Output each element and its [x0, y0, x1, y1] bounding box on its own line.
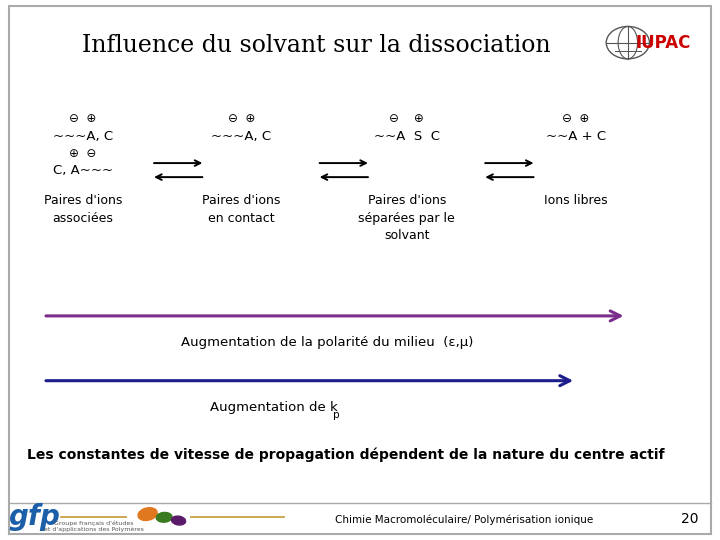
Text: solvant: solvant [384, 229, 430, 242]
FancyBboxPatch shape [9, 6, 711, 534]
Text: Les constantes de vitesse de propagation dépendent de la nature du centre actif: Les constantes de vitesse de propagation… [27, 448, 665, 462]
Ellipse shape [171, 516, 186, 525]
Ellipse shape [156, 512, 172, 522]
Text: Chimie Macromoléculaire/ Polymérisation ionique: Chimie Macromoléculaire/ Polymérisation … [336, 514, 593, 525]
Text: ⊖    ⊕: ⊖ ⊕ [390, 112, 424, 125]
Text: IUPAC: IUPAC [636, 33, 691, 52]
Text: ~~~A, C: ~~~A, C [211, 130, 271, 143]
Text: gfp: gfp [9, 503, 60, 531]
Text: Augmentation de k: Augmentation de k [210, 401, 338, 414]
Text: Ions libres: Ions libres [544, 194, 608, 207]
Text: p: p [333, 410, 339, 420]
Text: séparées par le: séparées par le [359, 212, 455, 225]
Text: ⊖  ⊕: ⊖ ⊕ [69, 112, 96, 125]
Text: ~~~A, C: ~~~A, C [53, 130, 113, 143]
Text: Influence du solvant sur la dissociation: Influence du solvant sur la dissociation [83, 35, 551, 57]
Text: ~~A + C: ~~A + C [546, 130, 606, 143]
Text: Paires d'ions: Paires d'ions [202, 194, 280, 207]
Text: Augmentation de la polarité du milieu  (ε,μ): Augmentation de la polarité du milieu (ε… [181, 336, 474, 349]
Text: en contact: en contact [208, 212, 274, 225]
Text: ⊖  ⊕: ⊖ ⊕ [228, 112, 255, 125]
Text: Paires d'ions: Paires d'ions [44, 194, 122, 207]
Text: C, A~~~: C, A~~~ [53, 164, 113, 177]
Text: Groupe français d'études
et d'applications des Polymères: Groupe français d'études et d'applicatio… [44, 521, 143, 532]
Text: Paires d'ions: Paires d'ions [368, 194, 446, 207]
Ellipse shape [138, 508, 157, 521]
Text: 20: 20 [681, 512, 698, 526]
Text: ⊖  ⊕: ⊖ ⊕ [562, 112, 590, 125]
Text: ~~A  S  C: ~~A S C [374, 130, 440, 143]
Text: ⊕  ⊖: ⊕ ⊖ [69, 147, 96, 160]
Text: associées: associées [53, 212, 113, 225]
